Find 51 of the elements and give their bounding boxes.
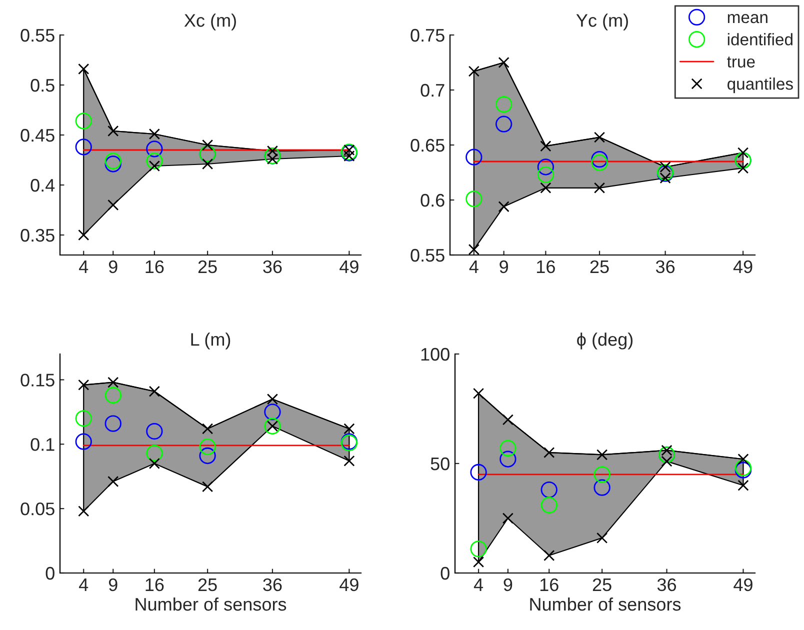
x-axis-title: Number of sensors <box>530 597 681 611</box>
y-tick-label: 0.55 <box>410 248 444 262</box>
legend-label: mean <box>728 14 768 24</box>
x-tick-label: 16 <box>537 260 555 274</box>
chart-title: L (m) <box>191 332 230 350</box>
x-tick-label: 25 <box>592 578 612 592</box>
x-tick-label: 25 <box>198 260 217 274</box>
x-tick-label: 49 <box>734 578 752 592</box>
chart-title: Yc (m) <box>576 14 628 30</box>
y-tick-label: 0.5 <box>30 78 54 92</box>
x-tick-label: 16 <box>146 578 164 592</box>
y-tick-label: 0.35 <box>20 228 54 242</box>
y-tick-label: 50 <box>430 457 450 470</box>
x-tick-label: 25 <box>198 578 217 592</box>
x-tick-label: 16 <box>540 578 558 592</box>
x-tick-label: 4 <box>79 578 88 591</box>
y-tick-label: 0.75 <box>410 28 444 42</box>
x-tick-label: 25 <box>590 260 609 274</box>
y-tick-label: 0 <box>440 566 450 580</box>
legend-label: true <box>727 56 755 68</box>
y-tick-label: 0 <box>46 566 54 580</box>
y-tick-label: 0.05 <box>20 502 54 516</box>
x-tick-label: 49 <box>340 260 358 274</box>
y-tick-label: 0.65 <box>410 138 444 152</box>
x-tick-label: 49 <box>340 578 358 592</box>
x-tick-label: 36 <box>656 260 675 274</box>
y-tick-label: 0.6 <box>420 194 444 207</box>
legend-label: identified <box>728 33 792 46</box>
x-tick-label: 4 <box>474 578 484 591</box>
x-tick-label: 9 <box>504 578 512 592</box>
x-tick-label: 16 <box>146 260 164 274</box>
y-tick-label: 100 <box>421 348 450 361</box>
x-tick-label: 4 <box>79 260 88 273</box>
x-tick-label: 36 <box>263 260 282 274</box>
x-tick-label: 9 <box>108 260 118 274</box>
y-tick-label: 0.1 <box>30 438 54 451</box>
y-tick-label: 0.55 <box>20 28 54 42</box>
chart-title: Xc (m) <box>184 14 236 30</box>
y-tick-label: 0.45 <box>20 128 54 142</box>
chart-title: ϕ (deg) <box>577 332 633 350</box>
x-tick-label: 49 <box>733 260 752 274</box>
x-tick-label: 36 <box>263 578 282 592</box>
y-tick-label: 0.7 <box>420 84 444 97</box>
x-tick-label: 4 <box>469 260 478 273</box>
y-tick-label: 0.15 <box>20 374 54 386</box>
x-tick-label: 9 <box>500 260 508 274</box>
legend-label: quantiles <box>728 78 793 94</box>
x-tick-label: 36 <box>657 578 676 592</box>
y-tick-label: 0.4 <box>30 178 55 192</box>
x-tick-label: 9 <box>108 578 118 592</box>
x-axis-title: Number of sensors <box>136 597 286 611</box>
